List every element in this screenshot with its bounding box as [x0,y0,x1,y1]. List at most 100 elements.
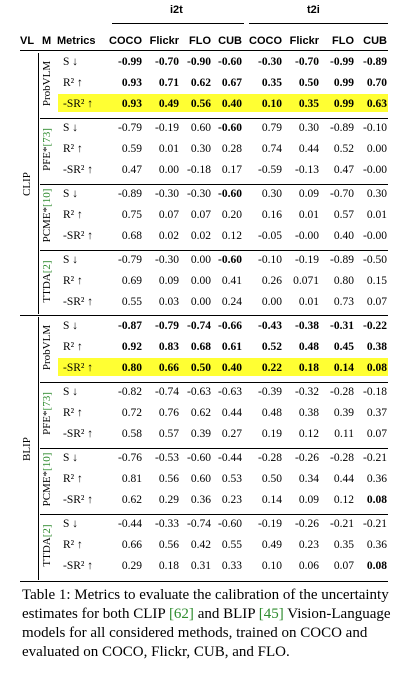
table-cell: 0.74 [261,143,282,155]
table-cell: 0.40 [221,362,242,374]
table-cell: -0.21 [330,518,354,530]
metric-label: R² ↑ [63,407,83,419]
header-m: M [42,35,52,47]
table-cell: 0.48 [298,341,319,353]
method-citation[interactable]: [10] [41,188,53,207]
metric-label: -SR² ↑ [63,230,93,242]
table-cell: 0.08 [366,560,387,572]
table-cell: -0.89 [330,254,354,266]
caption-citation-clip[interactable]: [62] [168,606,194,622]
method-citation[interactable]: [73] [41,392,53,411]
table-cell: 0.23 [298,539,319,551]
table-cell: 0.75 [121,209,142,221]
metric-label: S ↓ [63,320,79,332]
table-cell: -0.19 [258,518,282,530]
table-cell: 0.18 [298,362,319,374]
method-name: ProbVLM [41,324,53,371]
table-cell: 0.93 [121,77,142,89]
header-dataset-cub: CUB [363,35,387,47]
table-cell: 0.38 [366,341,387,353]
table-cell: -0.79 [155,320,179,332]
table-cell: -0.70 [295,56,319,68]
model-bottom-rule [20,581,388,582]
table-cell: -0.74 [187,518,211,530]
table-cell: 0.00 [190,275,211,287]
metric-label: S ↓ [63,518,79,530]
table-cell: 0.69 [121,275,142,287]
method-label-probvlm: ProbVLM [41,53,53,114]
table-cell: 0.36 [366,473,387,485]
table-cell: -0.60 [218,254,242,266]
method-separator [40,448,388,449]
method-citation[interactable]: [2] [41,260,53,274]
metric-label: R² ↑ [63,275,83,287]
method-label-pfe-star: PFE*[73] [41,119,53,180]
table-cell: -0.60 [218,188,242,200]
table-cell: 0.31 [190,560,211,572]
table-cell: -0.63 [218,386,242,398]
method-separator [40,250,388,251]
metric-label: R² ↑ [63,341,83,353]
table-cell: 0.57 [158,428,179,440]
table-cell: 0.59 [121,143,142,155]
table-cell: 0.07 [190,209,211,221]
table-cell: 0.33 [221,560,242,572]
table-cell: 0.24 [221,296,242,308]
method-citation[interactable]: [10] [41,452,53,471]
table-cell: 0.68 [190,341,211,353]
caption-text-2: and BLIP [193,606,259,622]
table-cell: -0.21 [363,452,387,464]
method-name: ProbVLM [41,60,53,107]
header-dataset-coco: COCO [109,35,142,47]
table-cell: -0.60 [218,122,242,134]
table-cell: -0.28 [258,452,282,464]
model-label-clip: CLIP [21,171,33,196]
table-cell: 0.53 [221,473,242,485]
table-cell: 0.99 [333,98,354,110]
table-cell: -0.79 [118,122,142,134]
header-group-rule-t2i [249,23,388,24]
table-cell: 0.93 [121,98,142,110]
table-cell: 0.01 [366,209,387,221]
table-cell: -0.79 [118,254,142,266]
metric-label: S ↓ [63,188,79,200]
table-cell: 0.15 [366,275,387,287]
metric-label: R² ↑ [63,143,83,155]
method-separator [40,382,388,383]
table-cell: -0.28 [330,386,354,398]
table-cell: -0.26 [295,452,319,464]
header-group-t2i: t2i [307,4,320,16]
table-cell: 0.52 [261,341,282,353]
table-cell: 0.20 [221,209,242,221]
table-cell: -0.74 [187,320,211,332]
metric-label: -SR² ↑ [63,164,93,176]
table-cell: 0.83 [158,341,179,353]
table-cell: 0.07 [333,560,354,572]
method-separator [40,514,388,515]
table-cell: -0.10 [363,122,387,134]
header-dataset-flo: FLO [189,35,211,47]
table-cell: 0.56 [190,98,211,110]
header-bottom-rule [20,50,388,51]
table-cell: 0.68 [121,230,142,242]
table-cell: -0.66 [218,320,242,332]
method-citation[interactable]: [73] [41,128,53,147]
table-cell: -0.30 [155,254,179,266]
table-cell: 0.80 [121,362,142,374]
table-cell: 0.26 [261,275,282,287]
table-cell: 0.72 [121,407,142,419]
table-cell: 0.57 [333,209,354,221]
table-cell: 0.50 [261,473,282,485]
method-citation[interactable]: [2] [41,524,53,538]
metric-label: S ↓ [63,386,79,398]
caption-citation-blip[interactable]: [45] [258,606,284,622]
table-cell: 0.44 [333,473,354,485]
table-cell: -0.30 [187,188,211,200]
table-cell: 0.79 [261,122,282,134]
method-name: PCME* [41,470,53,507]
table-cell: 0.49 [261,539,282,551]
table-cell: -0.43 [258,320,282,332]
table-cell: 0.40 [221,98,242,110]
table-cell: 0.63 [366,98,387,110]
header-dataset-flickr: Flickr [289,35,319,47]
